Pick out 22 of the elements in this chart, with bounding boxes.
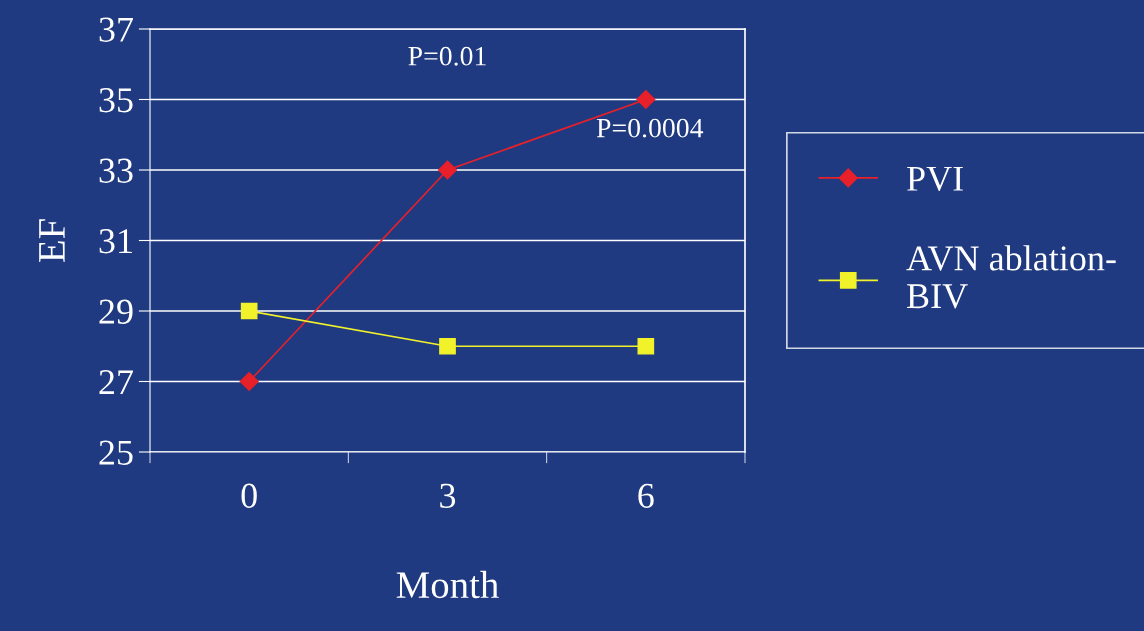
legend-label: AVN ablation-BIV — [906, 245, 1116, 309]
point — [437, 160, 458, 180]
y-tick-label: 31 — [99, 229, 132, 254]
y-tick-label: 37 — [99, 17, 133, 42]
y-tick-label: 27 — [99, 370, 133, 395]
x-axis-title: Month — [396, 570, 499, 599]
y-tick-label: 33 — [99, 158, 133, 183]
x-tick-label: 3 — [440, 483, 456, 508]
y-tick-label: 25 — [99, 440, 133, 465]
y-tick-label: 35 — [99, 88, 133, 113]
point — [637, 337, 655, 355]
point — [439, 337, 456, 355]
legend-label: PVI — [907, 166, 963, 192]
annotation: P=0.01 — [408, 46, 486, 66]
x-tick-label: 6 — [638, 483, 654, 508]
x-tick-label: 0 — [241, 483, 257, 508]
point — [636, 89, 656, 110]
point — [240, 302, 258, 320]
y-tick-label: 29 — [99, 299, 133, 324]
y-axis-title: EF — [39, 219, 65, 263]
annotation: P=0.0004 — [596, 118, 704, 138]
point — [239, 371, 259, 392]
